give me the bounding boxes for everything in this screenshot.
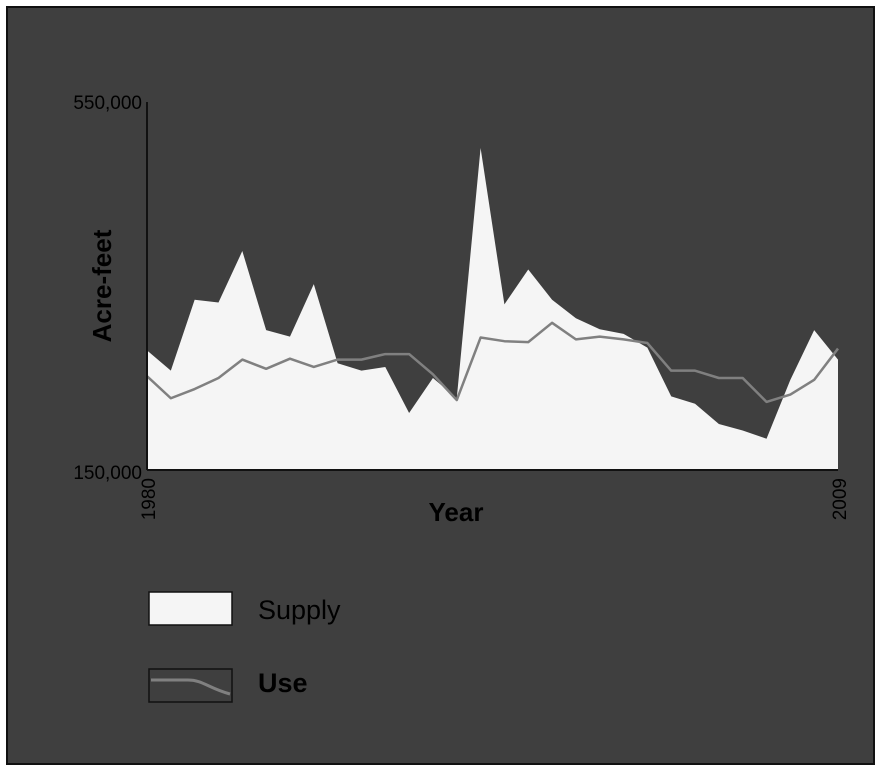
x-tick-label-start: 1980: [139, 478, 160, 520]
legend-label-supply: Supply: [258, 595, 341, 625]
legend-swatch-use: [148, 668, 233, 703]
legend-swatch-supply: [148, 591, 233, 626]
data-layer: [146, 148, 839, 470]
y-tick-label-top: 550,000: [73, 93, 142, 114]
legend-label-use: Use: [258, 668, 308, 698]
chart-frame: 550,000 150,000 1980 2009 Acre-feet Year…: [6, 6, 875, 765]
x-tick-label-end: 2009: [830, 478, 851, 520]
y-axis-title: Acre-feet: [87, 229, 117, 342]
use-line: [146, 321, 839, 404]
chart-plot: 550,000 150,000 1980 2009 Acre-feet Year…: [73, 93, 851, 703]
y-tick-label-bottom: 150,000: [73, 463, 142, 484]
x-axis-title: Year: [429, 497, 484, 527]
legend: Supply Use: [148, 591, 341, 703]
supply-area: [147, 148, 838, 470]
legend-swatch-use-line: [151, 678, 231, 696]
